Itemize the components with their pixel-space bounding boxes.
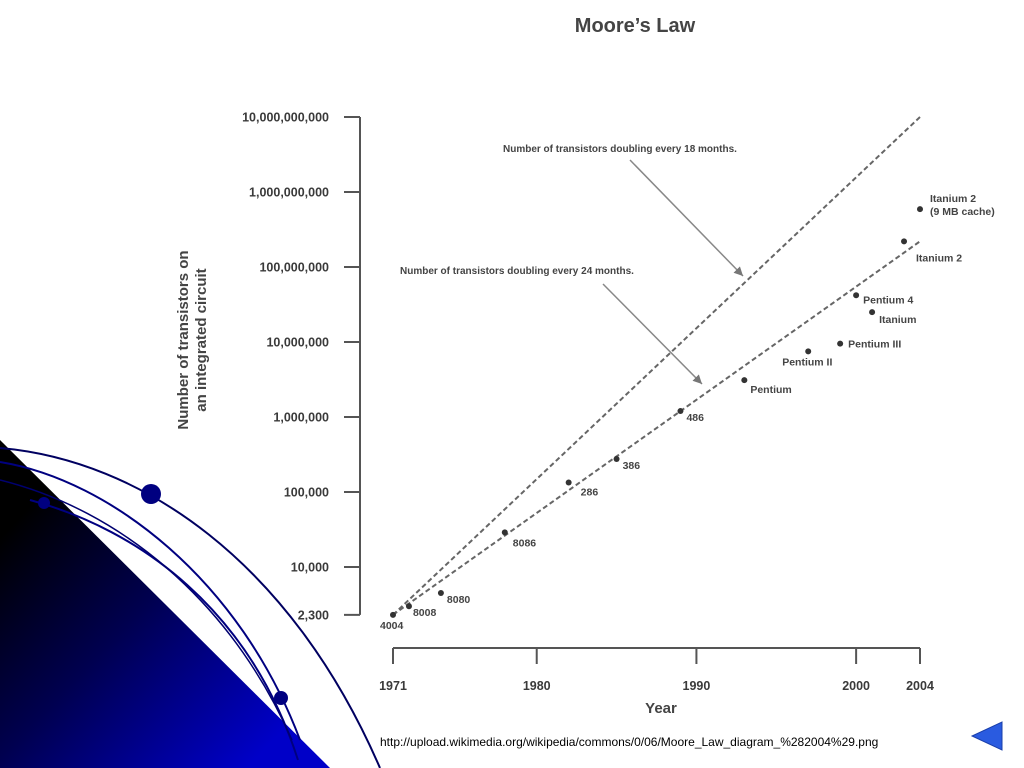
data-point-label: 286 (581, 486, 599, 498)
left-triangle-icon[interactable] (970, 720, 1004, 752)
data-point-label: 4004 (380, 620, 404, 632)
y-tick-label: 10,000,000,000 (242, 111, 329, 125)
data-point-label: Pentium (750, 384, 791, 396)
x-axis-title: Year (645, 700, 677, 717)
y-axis: 2,300 10,000 100,000 1,000,000 10,000,000 100… (242, 111, 361, 622)
data-point (565, 479, 572, 486)
data-point (613, 456, 620, 463)
decorative-arc (29, 499, 299, 761)
corner-gradient-shape (0, 440, 330, 768)
source-url[interactable]: http://upload.wikimedia.org/wikipedia/co… (380, 735, 879, 749)
data-point (677, 408, 684, 415)
data-point-label: Pentium III (848, 339, 901, 351)
x-axis: 1971 1980 1990 2000 2004 (379, 647, 934, 693)
data-point (437, 590, 444, 597)
data-points: 4004 8008 8080 8086 286 386 486 Pentium Pentium … (380, 193, 995, 632)
data-point-label: Pentium 4 (863, 294, 913, 306)
trend-lines (392, 116, 921, 616)
annotation-arrow (629, 159, 744, 277)
trend-line (392, 240, 921, 616)
y-axis-title-line2: an integrated circuit (193, 268, 210, 411)
y-tick-label: 1,000,000,000 (249, 186, 329, 200)
data-point (869, 309, 876, 316)
data-point (917, 206, 923, 213)
data-point (837, 340, 844, 347)
trend-annotation: Number of transistors doubling every 24 … (400, 266, 634, 277)
data-point-label: 486 (686, 412, 704, 424)
data-point (405, 603, 412, 610)
data-point-label: Pentium II (782, 356, 832, 368)
back-arrow-shape (970, 721, 1003, 751)
annotations: Number of transistors doubling every 18 … (400, 144, 744, 385)
y-tick-label: 2,300 (298, 608, 329, 622)
y-tick-label: 10,000,000 (266, 336, 329, 350)
data-point-label: 386 (623, 460, 641, 472)
x-tick-label: 2000 (842, 679, 870, 693)
data-point-label: Itanium (879, 314, 916, 326)
x-tick-label: 1980 (523, 679, 551, 693)
data-point (741, 377, 748, 384)
annotation-arrow (602, 283, 703, 385)
decorative-arc (0, 461, 301, 741)
y-axis-title-line1: Number of transistors on (175, 250, 192, 429)
y-tick-label: 100,000,000 (259, 261, 329, 275)
data-point-label: Itanium 2 (916, 252, 962, 264)
data-point-label: Itanium 2 (930, 193, 976, 205)
y-tick-label: 1,000,000 (273, 411, 329, 425)
decorative-arc (0, 479, 293, 741)
x-tick-label: 1990 (683, 679, 711, 693)
data-point (805, 348, 812, 355)
chart-title: Moore’s Law (575, 15, 696, 37)
data-point (501, 529, 508, 536)
y-tick-label: 10,000 (291, 561, 329, 575)
trend-line (392, 116, 921, 616)
x-tick-label: 1971 (379, 679, 407, 693)
data-point-label: 8008 (413, 607, 437, 619)
decorative-dot (141, 484, 161, 504)
decorative-arc (0, 447, 381, 768)
trend-annotation: Number of transistors doubling every 18 … (503, 144, 737, 155)
y-axis-title: Number of transistors on an integrated c… (175, 250, 210, 429)
y-tick-label: 100,000 (284, 486, 329, 500)
x-tick-label: 2004 (906, 679, 934, 693)
decorative-dot (38, 497, 50, 509)
data-point-label: 8086 (513, 537, 537, 549)
data-point-label: (9 MB cache) (930, 206, 995, 218)
data-point (390, 611, 396, 618)
decorative-dot (274, 691, 288, 705)
data-point (901, 238, 908, 245)
data-point (853, 292, 860, 299)
data-point-label: 8080 (447, 594, 471, 606)
